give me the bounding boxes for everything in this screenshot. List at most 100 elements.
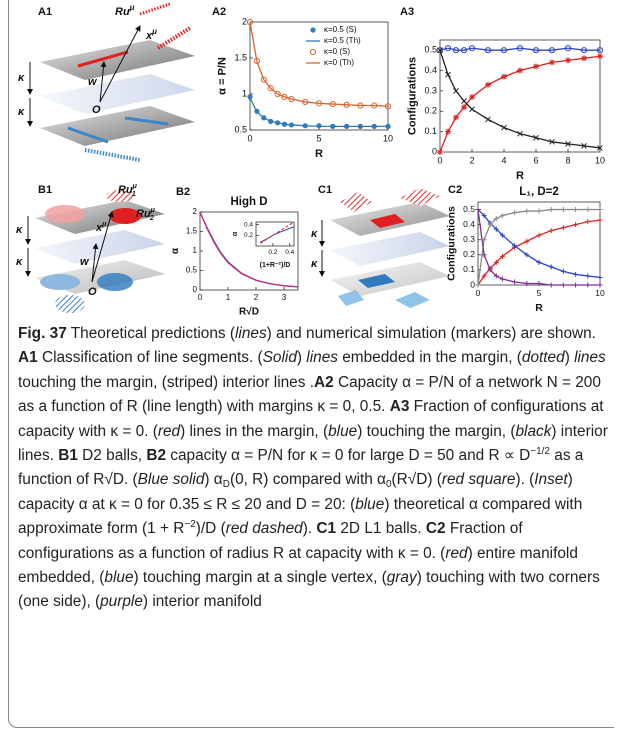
label: O	[92, 104, 101, 116]
marker	[493, 259, 499, 265]
series-line	[259, 221, 295, 244]
y-tick-label: 0.2	[244, 232, 253, 239]
caption-text: Solid	[262, 349, 297, 367]
x-tick-label: 0	[198, 293, 203, 302]
marker	[533, 134, 539, 141]
y-tick-label: 0.1	[424, 126, 437, 136]
y-tick-label: 0	[470, 279, 475, 289]
caption-text: D	[222, 479, 230, 491]
marker	[560, 207, 566, 213]
marker	[481, 273, 487, 279]
caption-text: B1	[58, 447, 78, 465]
caption-text: Classification of line segments. (	[37, 349, 263, 367]
line-segment	[124, 116, 169, 126]
marker	[437, 47, 443, 54]
marker	[560, 225, 566, 231]
x-tick-label: 8	[565, 155, 570, 165]
marker	[437, 149, 443, 155]
ball	[370, 214, 405, 228]
marker	[485, 116, 491, 123]
marker	[573, 207, 579, 213]
marker	[565, 141, 571, 147]
y-tick-label: 0.4	[463, 219, 475, 229]
caption-text: Fraction of configurations at capacity w…	[18, 398, 604, 440]
x-tick-label: 0	[247, 133, 252, 143]
marker	[580, 47, 588, 54]
x-tick-label: 0.4	[285, 249, 294, 256]
marker	[460, 47, 468, 54]
marker	[487, 222, 493, 228]
arrow	[99, 25, 141, 103]
caption-text: red square	[441, 471, 516, 489]
caption-text: embedded in the margin, (	[337, 349, 522, 367]
x-tick-label: 10	[595, 155, 605, 165]
marker	[444, 45, 452, 52]
marker	[596, 47, 604, 54]
y-tick-label: 0.5	[234, 124, 247, 134]
marker	[501, 124, 507, 131]
marker	[597, 53, 603, 60]
series-line	[439, 47, 600, 51]
arrow	[91, 243, 99, 283]
marker	[281, 93, 288, 100]
marker	[560, 282, 566, 288]
marker	[499, 253, 505, 259]
ball	[340, 192, 372, 212]
caption-text: 2D L1 balls.	[336, 520, 426, 538]
y-tick-label: 0.5	[463, 204, 475, 214]
panel-label: B2	[176, 186, 190, 198]
chart-title: High D	[230, 196, 267, 208]
marker	[453, 114, 459, 121]
marker	[517, 67, 523, 74]
panel-label: B1	[38, 184, 52, 196]
caption-text: ) α	[204, 471, 223, 489]
label: Ruμ 2	[136, 207, 156, 222]
figure-border	[8, 0, 614, 728]
label: κ	[18, 106, 25, 118]
caption-text: blue	[104, 569, 134, 587]
y-tick-label: 0.2	[424, 106, 437, 116]
series-line	[199, 211, 299, 288]
marker	[493, 216, 499, 222]
marker	[267, 85, 274, 92]
marker	[548, 47, 556, 54]
y-tick-label: 0	[432, 146, 437, 156]
caption-text: Capacity α = P/N of a network N = 200 as…	[18, 373, 601, 416]
marker	[597, 207, 603, 213]
caption-text: purple	[100, 593, 143, 611]
marker	[274, 90, 281, 98]
marker	[548, 264, 554, 270]
caption-text: D2 balls,	[77, 447, 147, 465]
plot-frame	[249, 21, 389, 131]
line-segment	[84, 148, 141, 162]
panel-label: A2	[212, 6, 226, 18]
marker	[485, 81, 491, 88]
marker	[452, 47, 460, 54]
x-axis-label: R	[516, 170, 524, 182]
label: w	[80, 256, 90, 268]
ball	[109, 208, 141, 224]
marker	[573, 222, 579, 228]
y-tick-label: 1.5	[234, 52, 247, 62]
ball	[97, 273, 133, 291]
marker	[445, 128, 451, 135]
marker	[581, 143, 587, 149]
panel-label: C2	[448, 184, 462, 196]
marker	[469, 106, 475, 113]
marker	[573, 271, 579, 277]
diagram-c1: C1 κ κ	[311, 184, 450, 308]
marker	[468, 45, 476, 52]
marker	[461, 104, 467, 111]
ball	[106, 190, 134, 202]
ball	[40, 274, 80, 290]
marker	[500, 47, 508, 54]
ball	[338, 290, 364, 306]
marker	[445, 71, 451, 78]
x-axis-label: (1+R⁻²)/D	[260, 262, 291, 269]
y-tick-label: 1	[193, 246, 198, 255]
plane	[40, 40, 195, 80]
x-tick-label: 3	[282, 293, 287, 302]
marker	[560, 268, 566, 274]
marker	[597, 282, 603, 288]
marker	[481, 213, 487, 219]
